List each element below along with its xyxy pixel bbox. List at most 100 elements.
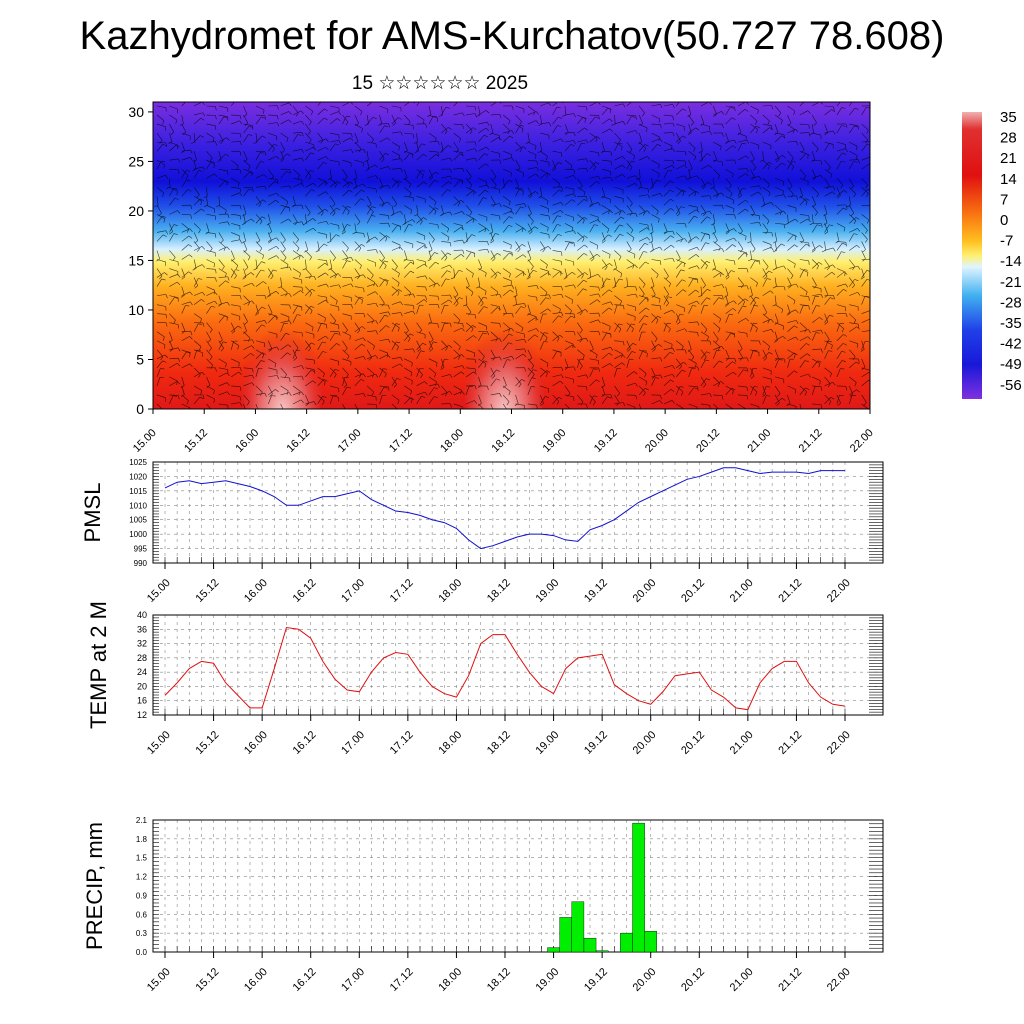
precip-ytick-label: 1.5 xyxy=(136,854,148,863)
section-xtick-label: 16.00 xyxy=(233,427,261,455)
section-xtick-label: 17.12 xyxy=(387,427,415,455)
pmsl-xtick-label: 17.00 xyxy=(339,577,367,605)
precip-xtick-label: 21.00 xyxy=(728,966,756,994)
pmsl-xtick-label: 16.00 xyxy=(242,577,270,605)
section-ytick-label: 25 xyxy=(128,153,144,169)
colorbar: 35 28 21 14 7 0 -7 -14 -21 -28 -35 -42 -49 -56 xyxy=(962,109,1022,399)
precip-panel: 0.0 0.3 0.6 0.9 1.2 1.5 1.8 2.1 15.00 15.12 16.00 1… xyxy=(82,816,884,994)
colorbar-label: -7 xyxy=(1000,233,1013,250)
pmsl-ytick-label: 995 xyxy=(134,545,148,554)
section-ytick-label: 15 xyxy=(128,252,144,268)
temp-xtick-label: 20.12 xyxy=(679,729,707,757)
section-xtick-label: 18.00 xyxy=(438,427,466,455)
precip-ytick-label: 0.9 xyxy=(136,891,148,900)
section-xtick-label: 20.00 xyxy=(643,427,671,455)
precip-xtick-label: 20.00 xyxy=(631,966,659,994)
pmsl-ylabel: PMSL xyxy=(80,483,105,543)
temp-xtick-label: 15.00 xyxy=(145,729,173,757)
pmsl-grid xyxy=(153,461,883,564)
temp-ytick-label: 32 xyxy=(137,639,147,649)
section-xtick-label: 16.12 xyxy=(285,427,313,455)
temp-series-line xyxy=(164,626,846,711)
precip-xtick-label: 16.00 xyxy=(242,966,270,994)
precip-xtick-label: 18.12 xyxy=(485,966,513,994)
pmsl-ytick-label: 1010 xyxy=(129,501,147,510)
precip-bar xyxy=(644,931,657,953)
temp-ytick-label: 16 xyxy=(137,696,147,706)
precip-bar xyxy=(559,917,572,953)
precip-bar xyxy=(547,947,560,953)
precip-bar xyxy=(583,937,597,953)
temp-xtick-label: 21.12 xyxy=(776,729,804,757)
temp-ytick-label: 20 xyxy=(137,681,147,691)
precip-xtick-label: 16.12 xyxy=(291,966,319,994)
temp-xtick-label: 16.12 xyxy=(291,729,319,757)
colorbar-label: -49 xyxy=(1000,356,1022,373)
temp-frame xyxy=(152,614,884,716)
pmsl-frame xyxy=(152,461,884,564)
colorbar-label: -56 xyxy=(1000,377,1022,394)
colorbar-label: 14 xyxy=(1000,171,1017,188)
temp-xtick-label: 18.12 xyxy=(485,729,513,757)
temp-xtick-label: 20.00 xyxy=(631,729,659,757)
precip-ytick-label: 0.3 xyxy=(136,929,148,938)
colorbar-label: 21 xyxy=(1000,150,1017,167)
pmsl-xtick-label: 18.00 xyxy=(436,577,464,605)
precip-xtick-label: 15.12 xyxy=(193,966,221,994)
section-xtick-label: 21.12 xyxy=(797,427,825,455)
vertical-section-panel: 0 5 10 15 20 25 30 15.00 15.12 16.00 16.12 17.00 17.… xyxy=(128,101,876,455)
pmsl-xtick-label: 15.12 xyxy=(193,577,221,605)
pmsl-panel: 990 995 1000 1005 1010 1015 1020 1025 15.00 15.12… xyxy=(80,458,884,605)
pmsl-ytick-label: 1000 xyxy=(129,530,147,539)
temp-xtick-label: 19.12 xyxy=(582,729,610,757)
colorbar-label: -42 xyxy=(1000,336,1022,353)
colorbar-label: -35 xyxy=(1000,315,1022,332)
temp-xtick-label: 17.00 xyxy=(339,729,367,757)
pmsl-xtick-label: 22.00 xyxy=(825,577,853,605)
pmsl-series-line xyxy=(164,467,845,550)
section-xtick-label: 15.00 xyxy=(131,427,159,455)
section-xtick-label: 22.00 xyxy=(848,427,876,455)
chart-subtitle: 15 ☆☆☆☆☆☆ 2025 xyxy=(351,73,529,94)
warm-core-1 xyxy=(242,314,323,409)
temp-panel: 12 16 20 24 28 32 36 40 15.00 15.12 16.00 16.12 17.0… xyxy=(86,601,884,757)
section-ytick-label: 5 xyxy=(136,351,144,367)
colorbar-label: 35 xyxy=(1000,109,1017,126)
colorbar-label: 28 xyxy=(1000,130,1017,147)
section-xtick-label: 20.12 xyxy=(694,427,722,455)
precip-ytick-label: 2.1 xyxy=(136,816,148,825)
section-xtick-label: 19.12 xyxy=(592,427,620,455)
colorbar-ramp xyxy=(962,112,982,399)
precip-xtick-label: 19.12 xyxy=(582,966,610,994)
temp-ytick-label: 12 xyxy=(137,710,147,720)
temp-xtick-label: 15.12 xyxy=(193,729,221,757)
chart-title: Kazhydromet for AMS-Kurchatov(50.727 78.… xyxy=(79,14,945,58)
pmsl-ytick-label: 990 xyxy=(134,559,148,568)
pmsl-xtick-label: 21.12 xyxy=(776,577,804,605)
precip-ylabel: PRECIP, mm xyxy=(82,822,107,950)
pmsl-ytick-label: 1015 xyxy=(129,487,147,496)
pmsl-ytick-label: 1005 xyxy=(129,516,147,525)
temp-grid xyxy=(153,614,883,716)
precip-bar xyxy=(632,822,645,953)
precip-ytick-label: 0.0 xyxy=(136,948,148,957)
precip-xtick-label: 18.00 xyxy=(436,966,464,994)
colorbar-label: 0 xyxy=(1000,212,1008,229)
pmsl-ytick-label: 1025 xyxy=(129,458,147,467)
pmsl-xtick-label: 15.00 xyxy=(145,577,173,605)
section-xtick-label: 17.00 xyxy=(336,427,364,455)
precip-grid xyxy=(153,819,883,953)
precip-ytick-label: 1.8 xyxy=(136,835,148,844)
temp-ytick-label: 36 xyxy=(137,624,147,634)
pmsl-ytick-label: 1020 xyxy=(129,472,147,481)
temp-xtick-label: 16.00 xyxy=(242,729,270,757)
section-xtick-label: 21.00 xyxy=(745,427,773,455)
section-xtick-label: 18.12 xyxy=(489,427,517,455)
pmsl-xtick-label: 19.00 xyxy=(533,577,561,605)
temp-ytick-label: 28 xyxy=(137,653,147,663)
pmsl-xtick-label: 18.12 xyxy=(485,577,513,605)
pmsl-xtick-label: 20.00 xyxy=(631,577,659,605)
section-ytick-label: 30 xyxy=(128,104,144,120)
colorbar-label: -28 xyxy=(1000,294,1022,311)
